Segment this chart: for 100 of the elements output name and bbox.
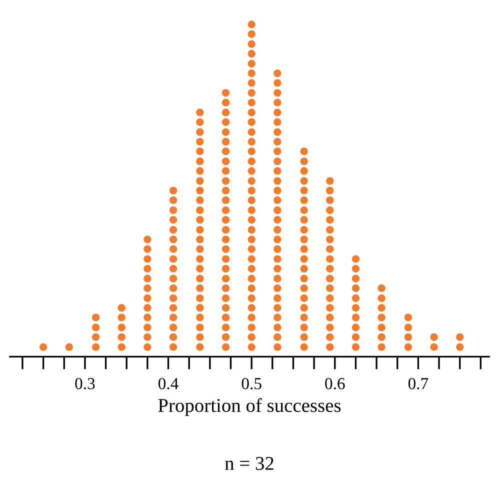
point — [352, 294, 360, 302]
point — [326, 236, 334, 244]
point — [248, 255, 256, 263]
point — [169, 284, 178, 292]
point — [196, 196, 204, 204]
point — [326, 196, 334, 204]
point — [196, 284, 204, 292]
point — [144, 314, 152, 322]
point — [248, 40, 256, 48]
point — [144, 264, 152, 272]
point — [222, 264, 230, 272]
point — [274, 98, 282, 106]
point — [196, 206, 204, 214]
point — [274, 167, 282, 175]
point — [352, 324, 360, 332]
point — [196, 274, 204, 282]
point — [404, 324, 412, 332]
point — [274, 304, 282, 312]
point — [222, 89, 230, 97]
point — [248, 294, 256, 302]
point — [169, 226, 178, 234]
point — [222, 167, 230, 175]
point — [248, 158, 256, 166]
point — [196, 158, 204, 166]
point — [248, 245, 256, 253]
point — [222, 274, 230, 282]
point — [196, 216, 204, 224]
point — [196, 324, 204, 332]
point — [196, 226, 204, 234]
point — [222, 118, 230, 126]
point — [300, 333, 308, 341]
point — [352, 264, 360, 272]
point — [274, 274, 282, 282]
point — [248, 206, 256, 214]
point — [274, 324, 282, 332]
point — [326, 226, 334, 234]
point — [169, 274, 178, 282]
point — [274, 108, 282, 116]
point — [248, 60, 256, 68]
point — [300, 226, 308, 234]
point — [326, 304, 334, 312]
point — [300, 206, 308, 214]
point — [144, 284, 152, 292]
point — [248, 79, 256, 87]
point — [326, 264, 334, 272]
point — [456, 333, 464, 341]
point — [248, 264, 256, 272]
point — [326, 333, 334, 341]
x-axis-title: Proportion of successes — [158, 398, 341, 416]
point — [65, 343, 73, 351]
point — [169, 294, 178, 302]
point — [274, 314, 282, 322]
point — [300, 314, 308, 322]
point — [248, 196, 256, 204]
point — [222, 177, 230, 185]
point — [222, 255, 230, 263]
point — [300, 264, 308, 272]
point — [248, 50, 256, 58]
point — [300, 158, 308, 166]
point — [169, 324, 178, 332]
point — [326, 274, 334, 282]
point — [118, 314, 126, 322]
point — [144, 324, 152, 332]
point — [326, 255, 334, 263]
point — [196, 236, 204, 244]
point — [326, 245, 334, 253]
point — [196, 177, 204, 185]
point — [274, 89, 282, 97]
point — [456, 343, 464, 351]
point — [222, 98, 230, 106]
point — [300, 294, 308, 302]
point — [274, 118, 282, 126]
point — [169, 304, 178, 312]
point — [222, 314, 230, 322]
point — [274, 69, 282, 78]
point — [430, 333, 438, 341]
point — [274, 138, 282, 146]
point — [352, 304, 360, 312]
point — [248, 236, 256, 244]
point — [118, 324, 126, 332]
point — [378, 333, 386, 341]
point — [222, 158, 230, 166]
point — [118, 343, 126, 351]
point — [326, 206, 334, 214]
point — [378, 324, 386, 332]
point — [196, 128, 204, 136]
point — [248, 138, 256, 146]
point — [248, 89, 256, 97]
point — [248, 333, 256, 341]
point — [274, 206, 282, 214]
point — [222, 108, 230, 116]
point — [196, 245, 204, 253]
point — [326, 216, 334, 224]
point — [352, 314, 360, 322]
point — [248, 98, 256, 106]
x-tick-label: 0.5 — [242, 378, 262, 390]
point — [144, 304, 152, 312]
point — [404, 314, 412, 322]
point — [300, 343, 308, 351]
point — [300, 148, 308, 156]
